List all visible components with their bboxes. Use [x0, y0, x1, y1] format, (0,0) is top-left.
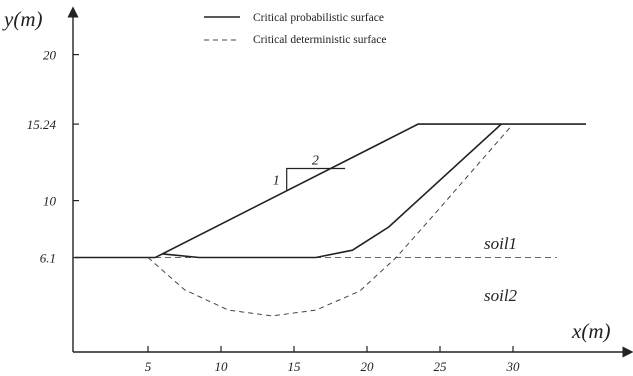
y-ticks: 6.1 10 15.24 20 — [27, 48, 79, 266]
slope-ground-surface — [75, 123, 586, 259]
legend-dashed-label: Critical deterministic surface — [253, 34, 386, 46]
y-axis-label: y(m) — [2, 7, 42, 31]
soil2-label: soil2 — [484, 286, 518, 305]
x-tick-label: 25 — [434, 359, 448, 374]
y-tick-label: 15.24 — [27, 117, 57, 132]
x-tick-label: 30 — [506, 359, 521, 374]
y-tick-label: 10 — [43, 194, 57, 209]
slope-ratio-horizontal: 2 — [312, 154, 319, 169]
y-tick-label: 20 — [43, 48, 57, 63]
slope-ratio-triangle — [286, 167, 346, 191]
x-axis-label: x(m) — [571, 319, 610, 343]
x-tick-label: 5 — [145, 359, 152, 374]
critical-deterministic-surface — [147, 123, 514, 317]
x-tick-label: 10 — [215, 359, 229, 374]
legend-solid-label: Critical probabilistic surface — [253, 12, 384, 24]
slope-ratio-vertical: 1 — [273, 173, 280, 188]
x-tick-label: 15 — [288, 359, 302, 374]
x-ticks: 5 10 15 20 25 30 — [145, 346, 520, 374]
x-tick-label: 20 — [361, 359, 375, 374]
legend: Critical probabilistic surface Critical … — [204, 12, 386, 46]
critical-probabilistic-surface — [162, 123, 502, 259]
y-tick-label: 6.1 — [40, 251, 56, 266]
soil1-label: soil1 — [484, 234, 517, 253]
